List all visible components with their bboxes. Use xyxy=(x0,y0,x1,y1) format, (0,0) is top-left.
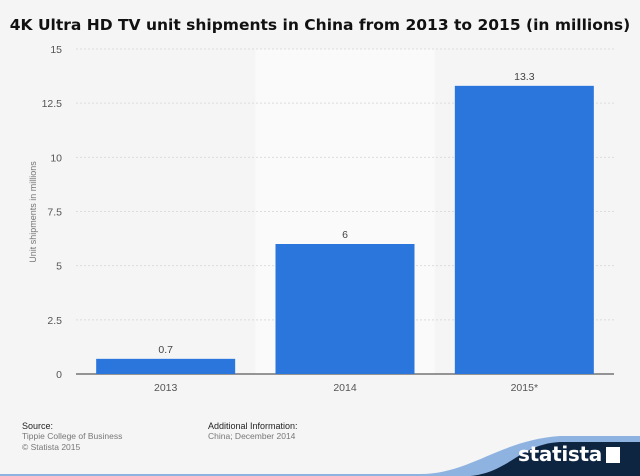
y-axis-label: Unit shipments in millions xyxy=(28,161,38,263)
y-tick-label: 7.5 xyxy=(47,207,62,219)
x-tick-label: 2015* xyxy=(511,382,538,394)
data-label: 13.3 xyxy=(514,71,535,83)
statista-brand-banner: statista xyxy=(0,432,640,476)
bar-chart: 0 2.5 5 7.5 10 12.5 15 0.7 2013 6 2014 13.3 2015* U… xyxy=(28,44,614,394)
bar-2013[interactable] xyxy=(96,358,236,374)
source-name: Tippie College of Business xyxy=(22,431,123,441)
y-tick-label: 2.5 xyxy=(47,315,62,327)
bar-2014[interactable] xyxy=(275,244,415,374)
statista-logo[interactable]: statista xyxy=(518,442,602,466)
copyright-text: © Statista 2015 xyxy=(22,442,81,452)
bar-2015*[interactable] xyxy=(454,85,594,374)
y-tick-label: 5 xyxy=(56,261,62,273)
statista-logo-icon xyxy=(606,447,620,463)
x-tick-label: 2014 xyxy=(333,382,357,394)
data-label: 6 xyxy=(342,229,348,241)
additional-info-label: Additional Information: xyxy=(208,421,298,431)
data-label: 0.7 xyxy=(158,344,173,356)
chart-title: 4K Ultra HD TV unit shipments in China f… xyxy=(9,16,631,34)
footer-additional-info: Additional Information: China; December … xyxy=(208,421,298,442)
x-tick-label: 2013 xyxy=(154,382,178,394)
additional-info-text: China; December 2014 xyxy=(208,431,296,441)
footer-source: Source: Tippie College of Business © Sta… xyxy=(22,421,122,453)
y-tick-label: 12.5 xyxy=(42,98,63,110)
y-tick-label: 15 xyxy=(50,44,62,56)
y-tick-label: 10 xyxy=(50,152,62,164)
y-tick-label: 0 xyxy=(56,369,62,381)
source-label: Source: xyxy=(22,421,54,431)
